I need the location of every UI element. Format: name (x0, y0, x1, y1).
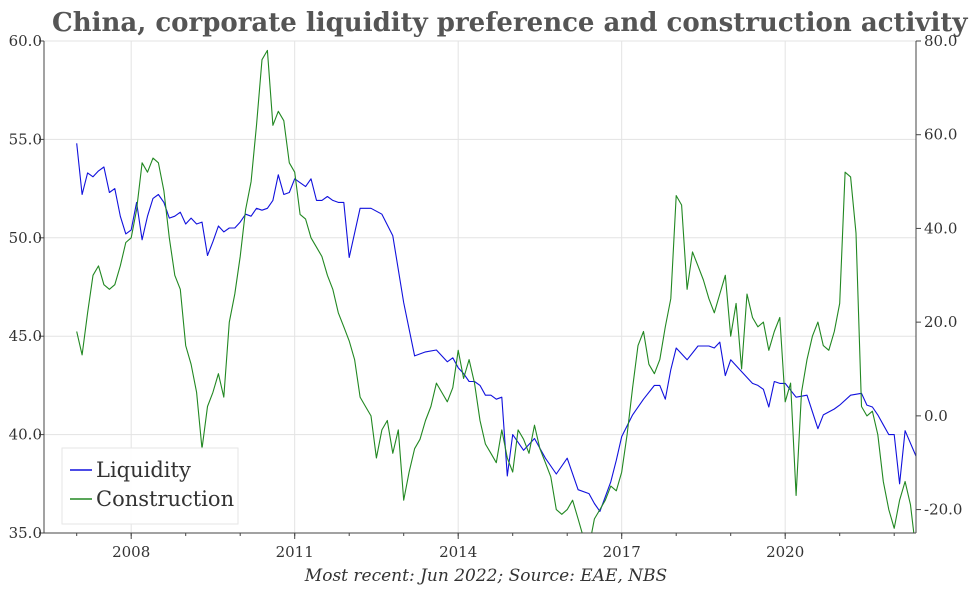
y-left-tick-label: 55.0 (9, 130, 42, 148)
legend: Liquidity Construction (61, 447, 239, 525)
y-left-tick-label: 40.0 (9, 426, 42, 444)
y-left-tick-label: 35.0 (9, 524, 42, 542)
legend-label: Construction (96, 487, 234, 511)
y-left-tick-label: 60.0 (9, 32, 42, 50)
y-right-tick-label: 40.0 (924, 219, 957, 237)
y-right-tick-label: 60.0 (924, 126, 957, 144)
y-left-tick-label: 50.0 (9, 229, 42, 247)
y-right-tick-label: 20.0 (924, 313, 957, 331)
y-left-tick-label: 45.0 (9, 327, 42, 345)
x-tick-label: 2020 (766, 543, 804, 561)
axes: 2008 2011 2014 2017 2020 35.0 40.0 45.0 50.0 55.0… (9, 32, 963, 561)
footnote: Most recent: Jun 2022; Source: EAE, NBS (304, 566, 667, 586)
y-right-tick-label: 80.0 (924, 32, 957, 50)
y-right-tick-label: 0.0 (924, 407, 948, 425)
x-tick-label: 2008 (112, 543, 150, 561)
x-tick-label: 2011 (276, 543, 314, 561)
series-line-liquidity (76, 143, 916, 512)
series-line-construction (76, 49, 915, 533)
y-right-tick-label: -20.0 (924, 501, 962, 519)
series-layer (76, 49, 916, 533)
chart-title: China, corporate liquidity preference an… (52, 8, 968, 38)
legend-label: Liquidity (96, 458, 191, 482)
x-tick-label: 2017 (603, 543, 641, 561)
legend-box (61, 447, 239, 525)
x-tick-label: 2014 (439, 543, 477, 561)
